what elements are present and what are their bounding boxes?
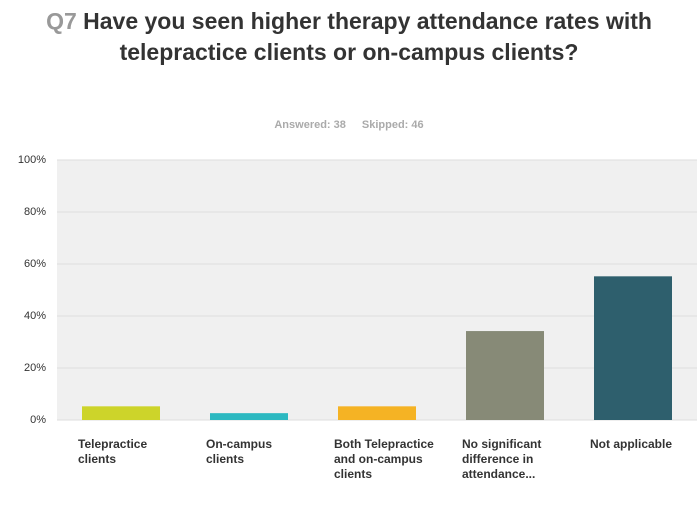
question-text: Have you seen higher therapy attendance … <box>83 8 652 65</box>
x-tick-label: On-campus clients <box>206 437 273 466</box>
y-tick-label: 40% <box>24 310 46 322</box>
y-tick-label: 80% <box>24 206 46 218</box>
question-number: Q7 <box>46 8 77 34</box>
plot-background <box>57 160 697 420</box>
bar <box>594 276 672 420</box>
bar <box>338 406 416 420</box>
x-tick-label: Telepractice clients <box>78 437 148 466</box>
skipped: Skipped: 46 <box>361 119 424 131</box>
y-tick-label: 100% <box>18 154 46 166</box>
bar <box>210 413 288 420</box>
chart-title: Q7 Have you seen higher therapy attendan… <box>40 6 658 68</box>
x-tick-label: No significant difference in attendance.… <box>462 437 542 481</box>
x-tick-label: Not applicable <box>590 437 673 451</box>
answered: Answered: 38 <box>274 119 346 131</box>
response-summary: Answered: 38 Skipped: 46 <box>0 119 698 131</box>
bar <box>82 406 160 420</box>
y-tick-label: 60% <box>24 258 46 270</box>
y-tick-label: 0% <box>30 414 46 426</box>
x-tick-label: Both Telepractice and on-campus clients <box>334 437 434 481</box>
y-tick-label: 20% <box>24 362 46 374</box>
bar <box>466 331 544 420</box>
